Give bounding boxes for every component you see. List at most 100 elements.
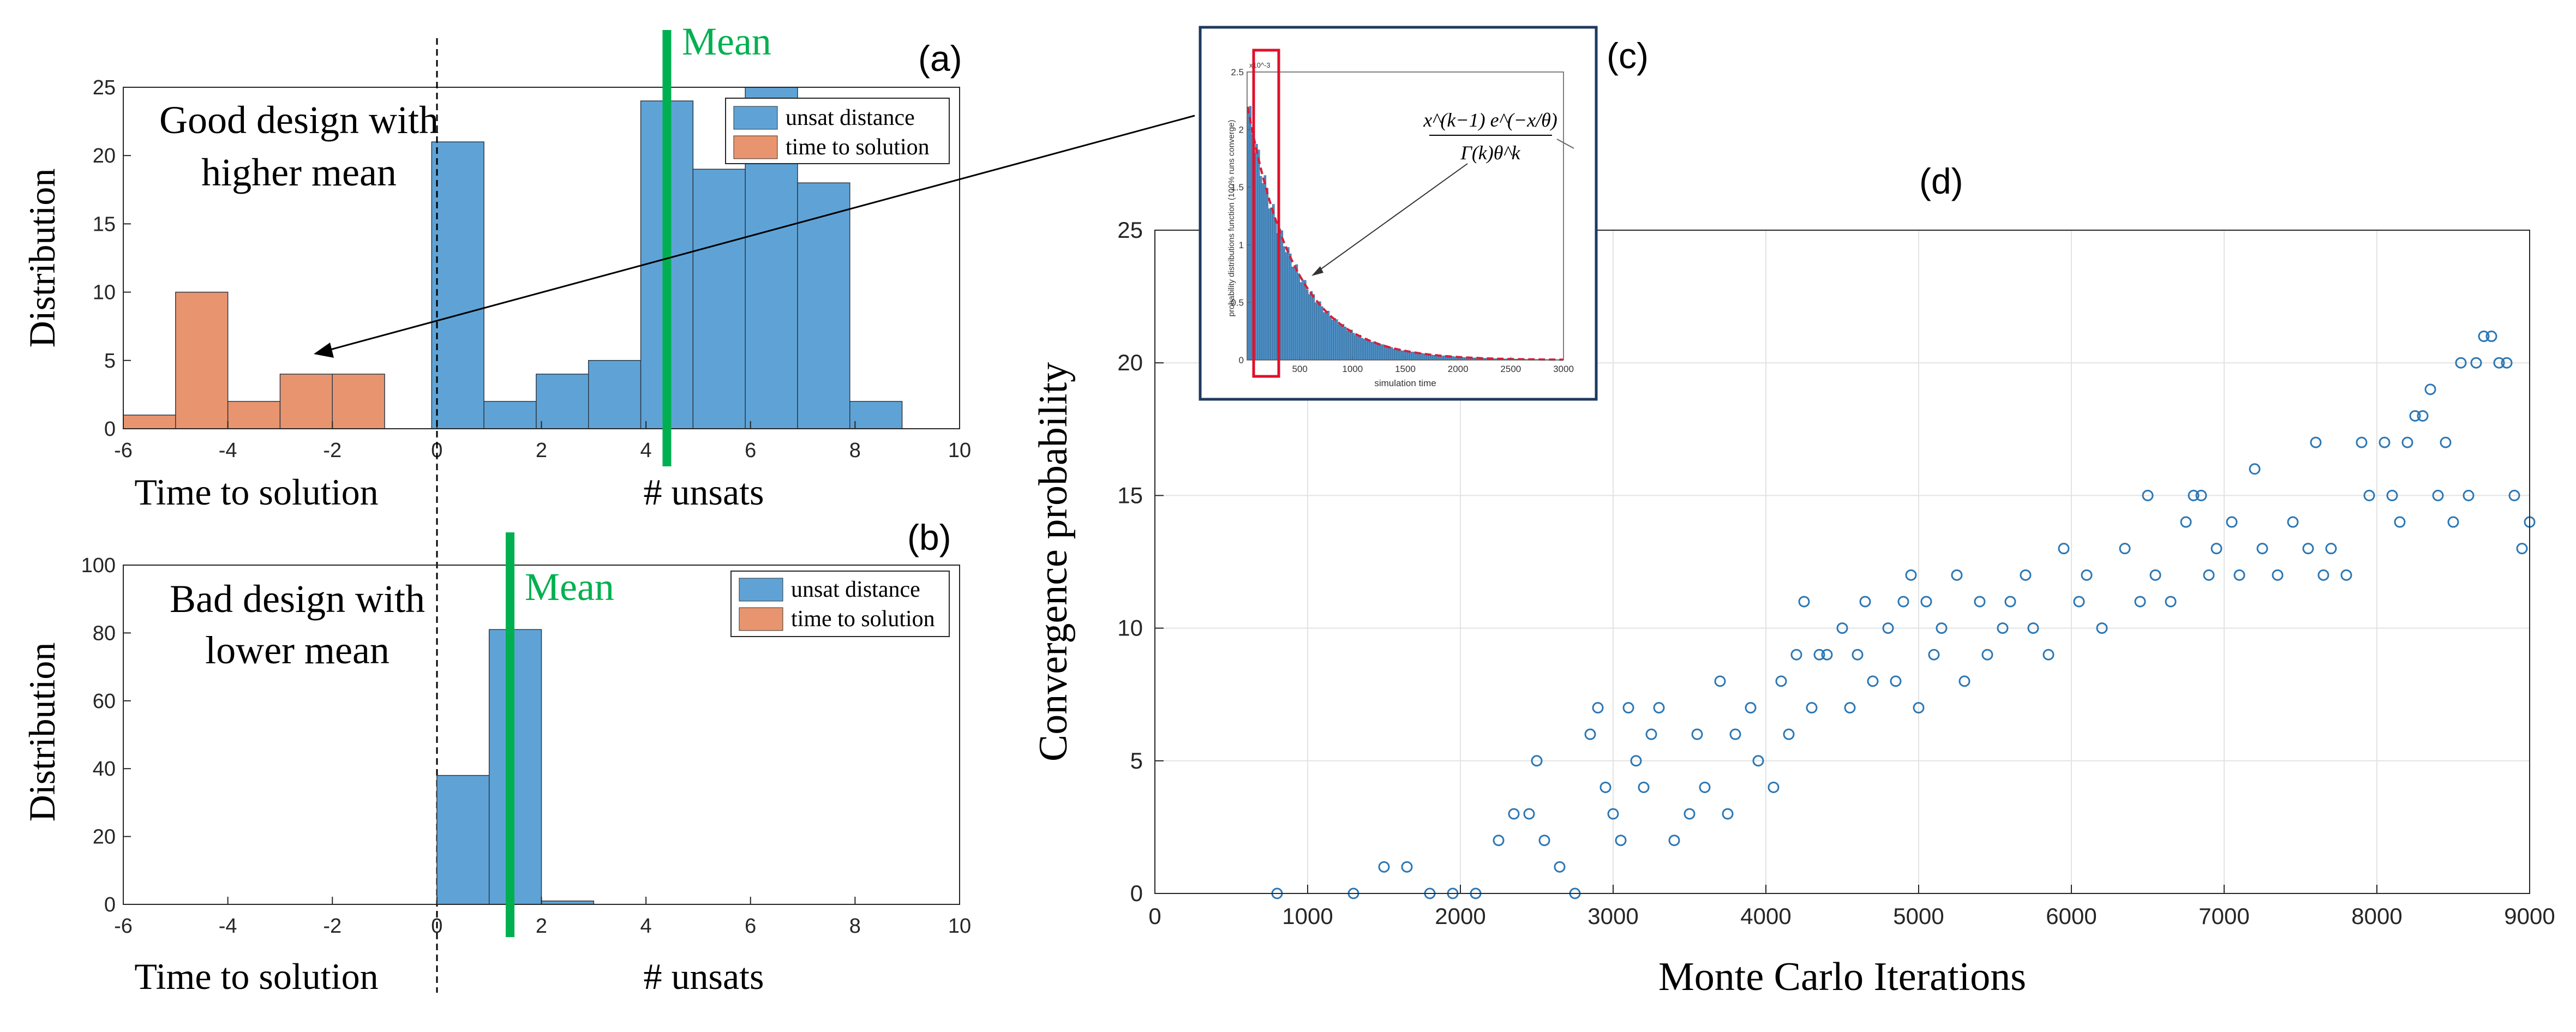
d-point-79 [2249,463,2261,475]
d-xtick-label-9: 9000 [2504,903,2555,929]
c-bar-73 [1400,350,1404,361]
c-bar-83 [1422,353,1425,361]
d-ytick-label-4: 20 [1117,350,1143,375]
d-point-68 [2134,596,2146,608]
b-ytick-label-3: 60 [93,690,116,713]
d-point-107 [2508,489,2520,501]
a-xlabel-left: Time to solution [134,471,378,513]
d-point-41 [1836,622,1848,634]
d-point-25 [1684,808,1696,820]
b-ytick-label-2: 40 [93,758,116,781]
d-axes-box [1154,230,2530,894]
d-point-28 [1714,675,1726,687]
c-bar-38 [1327,310,1330,361]
d-xtick-label-0: 0 [1148,903,1161,929]
c-bar-7 [1261,183,1265,361]
c-bar-20 [1289,254,1292,361]
a-legend: unsat distance time to solution [725,98,950,164]
c-bar-37 [1325,311,1328,361]
d-xtick-label-5: 5000 [1893,903,1944,929]
d-point-99 [2447,516,2459,528]
c-bar-69 [1392,349,1395,361]
d-point-43 [1852,649,1864,661]
d-point-66 [2096,622,2108,634]
d-point-56 [1974,596,1986,608]
d-point-52 [1928,649,1940,661]
a-legend-unsat: unsat distance [786,105,915,130]
connector-arrowhead [314,343,334,358]
d-point-82 [2287,516,2299,528]
d-point-103 [2478,331,2490,343]
a-annotation-line2: higher mean [201,151,397,194]
b-ytick-label-5: 100 [81,554,116,577]
c-bar-47 [1346,331,1349,361]
d-xtick-label-6: 6000 [2046,903,2096,929]
c-bar-52 [1356,334,1359,361]
c-bar-19 [1287,247,1290,361]
b-xlabel-left: Time to solution [134,956,378,997]
b-xtick-label-8: 10 [948,915,971,938]
d-point-63 [2058,543,2070,555]
c-bar-67 [1388,346,1391,361]
c-bar-18 [1285,252,1287,361]
d-point-100 [2455,357,2467,369]
c-bar-88 [1432,355,1435,361]
c-bar-5 [1257,149,1260,361]
c-bar-62 [1377,345,1380,361]
b-legend-tts: time to solution [791,607,935,632]
d-point-9 [1523,808,1535,820]
c-bar-74 [1403,350,1406,361]
c-bar-17 [1283,246,1285,361]
d-point-97 [2432,489,2444,501]
a-xtick-label-5: 4 [640,439,652,462]
a-mean-label: Mean [682,20,771,63]
b-xtick-label-1: -4 [219,915,237,938]
d-point-89 [2363,489,2375,501]
b-legend-swatch-unsat [739,578,783,602]
c-xtick-label-2: 1500 [1395,364,1416,374]
c-bar-40 [1331,320,1334,361]
c-bar-93 [1443,355,1446,361]
a-ylabel: Distribution [21,169,63,348]
d-point-45 [1867,675,1879,687]
a-bar-tts-3 [279,374,333,429]
a-bar-unsat-7 [797,182,850,429]
c-gamma-fit-curve [1247,106,1563,361]
b-annotation-line2: lower mean [205,628,390,672]
c-bar-53 [1358,334,1362,361]
d-point-47 [1890,675,1902,687]
d-ytick-label-2: 10 [1117,615,1143,641]
d-point-64 [2073,596,2085,608]
a-xtick-label-3: 0 [431,439,442,462]
d-xlabel: Monte Carlo Iterations [1658,955,2026,999]
d-point-104 [2485,331,2497,343]
c-bar-23 [1295,264,1298,361]
d-point-44 [1859,596,1871,608]
d-point-39 [1813,649,1825,661]
d-point-94 [2409,410,2421,422]
c-formula-denominator: Γ(k)θ^k [1460,142,1520,164]
b-ytick-label-1: 20 [93,826,116,849]
a-bar-tts-1 [175,291,229,429]
c-bar-76 [1407,351,1410,361]
a-bar-tts-4 [332,374,385,429]
c-bar-31 [1312,294,1315,361]
d-point-90 [2379,436,2391,448]
d-point-16 [1599,781,1612,793]
a-legend-swatch-tts [733,135,778,159]
d-point-22 [1645,728,1657,740]
d-point-83 [2302,543,2314,555]
c-bar-68 [1390,347,1393,361]
d-point-53 [1936,622,1948,634]
c-formula: x^(k−1) e^(−x/θ) Γ(k)θ^k [1423,109,1557,164]
d-point-73 [2188,489,2200,501]
d-point-8 [1508,808,1520,820]
a-xtick-label-7: 8 [849,439,861,462]
c-bar-58 [1369,341,1372,361]
d-point-108 [2516,543,2528,555]
d-point-34 [1775,675,1787,687]
d-point-105 [2493,357,2505,369]
c-bar-25 [1299,282,1302,361]
c-formula-arrow [1315,163,1468,273]
